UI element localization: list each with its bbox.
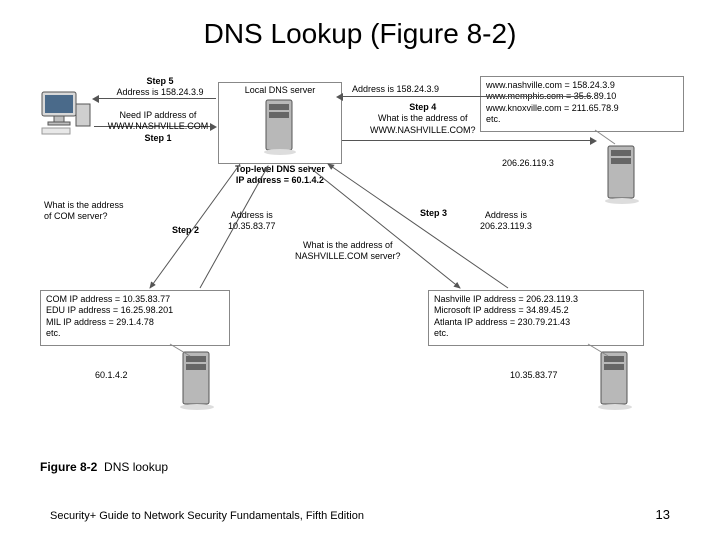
step3-text: Address is 206.23.119.3	[480, 210, 532, 233]
tld-label: Top-level DNS server IP address = 60.1.4…	[210, 164, 350, 187]
step2-label: Step 2	[172, 225, 199, 236]
nash-srv-records-box: Nashville IP address = 206.23.119.3 Micr…	[428, 290, 644, 346]
arrow-step4-back	[342, 96, 592, 97]
step4-top-text: Address is 158.24.3.9	[352, 84, 439, 95]
slide: DNS Lookup (Figure 8-2) Local DNS server	[0, 0, 720, 540]
step4-label: Step 4 What is the address of WWW.NASHVI…	[370, 102, 476, 136]
step2-text: Address is 10.35.83.77	[228, 210, 276, 233]
step3-q: What is the address of NASHVILLE.COM ser…	[295, 240, 401, 263]
nash-srv-ip: 10.35.83.77	[510, 370, 558, 381]
arrow-step4-fwd-head	[590, 137, 597, 145]
client-pc-icon	[40, 88, 92, 136]
nash-srv-server-icon	[593, 350, 637, 412]
arrow-step5-head	[92, 95, 99, 103]
nashville-records-box: www.nashville.com = 158.24.3.9 www.memph…	[480, 76, 684, 132]
figure-caption: Figure 8-2 DNS lookup	[40, 460, 168, 474]
local-dns-box: Local DNS server	[218, 82, 342, 164]
step3-label: Step 3	[420, 208, 447, 219]
q-com-label: What is the address of COM server?	[44, 200, 124, 223]
com-ip: 60.1.4.2	[95, 370, 128, 381]
server-icon	[260, 98, 300, 156]
nashville-ip: 206.26.119.3	[502, 158, 554, 169]
local-dns-title: Local DNS server	[219, 85, 341, 96]
footer-page-number: 13	[656, 507, 670, 522]
footer-left: Security+ Guide to Network Security Fund…	[50, 510, 364, 522]
arrow-step4-back-head	[336, 93, 343, 101]
com-server-icon	[175, 350, 219, 412]
arrow-step4-fwd	[342, 140, 592, 141]
nashville-server-icon	[600, 144, 644, 206]
slide-title: DNS Lookup (Figure 8-2)	[0, 18, 720, 50]
dns-diagram: Local DNS server Top-level DNS server IP…	[40, 70, 680, 450]
step5-label: Step 5Address is 158.24.3.9	[110, 76, 210, 99]
step1-label: Need IP address of WWW.NASHVILLE.COM Ste…	[98, 110, 218, 144]
com-records-box: COM IP address = 10.35.83.77 EDU IP addr…	[40, 290, 230, 346]
